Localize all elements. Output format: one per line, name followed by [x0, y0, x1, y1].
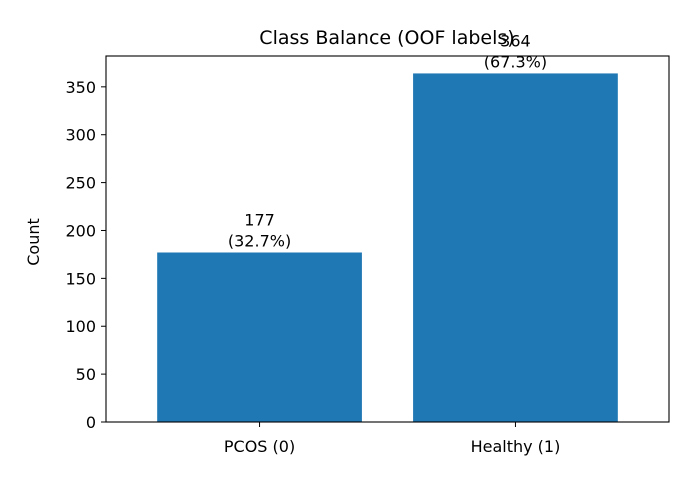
plot-frame [105, 55, 670, 423]
y-tick-label-2: 100 [65, 317, 96, 336]
y-tick-label-4: 200 [65, 221, 96, 240]
y-tick-label-1: 50 [76, 365, 96, 384]
bar-1-count-label: 364 [500, 31, 531, 50]
y-axis-title: Count [24, 218, 43, 266]
x-axis: PCOS (0) Healthy (1) [224, 422, 560, 456]
y-tick-label-6: 300 [65, 126, 96, 145]
bar-0-count-label: 177 [244, 211, 275, 230]
y-tick-label-5: 250 [65, 174, 96, 193]
bar-0-percent-label: (32.7%) [228, 232, 291, 251]
y-tick-label-0: 0 [86, 413, 96, 432]
bars-group [157, 73, 618, 422]
data-labels-group: 177 (32.7%) 364 (67.3%) [228, 31, 547, 250]
bar-1 [413, 73, 618, 422]
y-axis: 0 50 100 150 200 250 300 350 [65, 78, 106, 432]
bar-1-percent-label: (67.3%) [484, 52, 547, 71]
bar-0 [157, 252, 362, 422]
chart-title: Class Balance (OOF labels) [259, 27, 514, 49]
y-tick-label-7: 350 [65, 78, 96, 97]
x-tick-label-1: Healthy (1) [471, 437, 561, 456]
y-tick-label-3: 150 [65, 269, 96, 288]
x-tick-label-0: PCOS (0) [224, 437, 295, 456]
